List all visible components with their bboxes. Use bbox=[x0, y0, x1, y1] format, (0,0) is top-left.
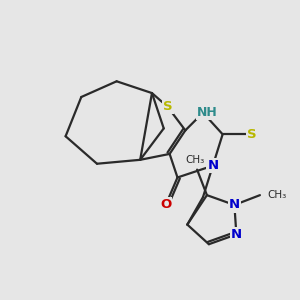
Text: N: N bbox=[207, 159, 218, 172]
Text: CH₃: CH₃ bbox=[185, 155, 205, 165]
Text: O: O bbox=[160, 199, 171, 212]
Text: N: N bbox=[229, 199, 240, 212]
Text: NH: NH bbox=[197, 106, 218, 119]
Text: CH₃: CH₃ bbox=[267, 190, 286, 200]
Text: S: S bbox=[163, 100, 172, 113]
Text: S: S bbox=[247, 128, 257, 141]
Text: N: N bbox=[231, 228, 242, 241]
